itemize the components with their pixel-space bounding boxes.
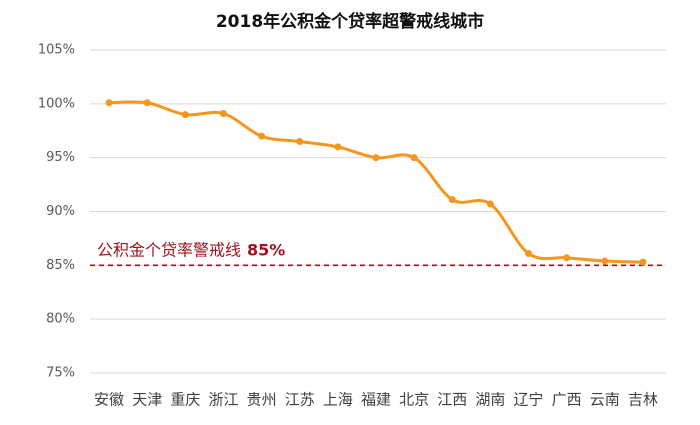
point bbox=[296, 138, 304, 146]
x-tick-label: 云南 bbox=[590, 391, 620, 409]
point bbox=[334, 143, 342, 151]
x-tick-label: 湖南 bbox=[475, 391, 505, 409]
threshold-value: 85% bbox=[247, 240, 285, 259]
x-tick-label: 上海 bbox=[323, 391, 353, 409]
point bbox=[143, 99, 151, 107]
point bbox=[486, 200, 494, 208]
y-tick-label: 90% bbox=[46, 204, 75, 219]
point bbox=[372, 154, 380, 162]
x-tick-label: 福建 bbox=[361, 391, 391, 409]
chart-title: 2018年公积金个贷率超警戒线城市 bbox=[216, 11, 484, 32]
point bbox=[525, 249, 533, 257]
threshold-annotation: 公积金个贷率警戒线 85% bbox=[97, 240, 285, 259]
point bbox=[105, 99, 113, 107]
point bbox=[448, 196, 456, 204]
x-tick-label: 北京 bbox=[399, 391, 429, 409]
y-tick-label: 100% bbox=[38, 96, 75, 111]
x-tick-label: 吉林 bbox=[628, 391, 658, 409]
x-tick-label: 天津 bbox=[132, 391, 162, 409]
x-tick-label: 江苏 bbox=[285, 391, 315, 409]
x-tick-label: 重庆 bbox=[170, 391, 200, 409]
x-tick-label: 安徽 bbox=[94, 391, 124, 409]
y-tick-label: 95% bbox=[46, 150, 75, 165]
x-tick-label: 广西 bbox=[552, 391, 582, 409]
x-tick-label: 辽宁 bbox=[514, 391, 544, 409]
point bbox=[639, 258, 647, 266]
line bbox=[109, 100, 643, 264]
x-tick-label: 贵州 bbox=[247, 391, 277, 409]
point bbox=[410, 154, 418, 162]
y-tick-label: 75% bbox=[46, 366, 75, 381]
y-tick-label: 80% bbox=[46, 312, 75, 327]
threshold-label: 公积金个贷率警戒线 bbox=[97, 240, 241, 259]
x-tick-label: 浙江 bbox=[208, 391, 238, 409]
point bbox=[181, 111, 189, 119]
point bbox=[563, 254, 571, 262]
y-tick-label: 105% bbox=[38, 43, 75, 58]
point bbox=[258, 132, 266, 140]
point bbox=[601, 257, 609, 265]
y-tick-label: 85% bbox=[46, 258, 75, 273]
x-tick-label: 江西 bbox=[437, 391, 467, 409]
point bbox=[219, 110, 227, 118]
